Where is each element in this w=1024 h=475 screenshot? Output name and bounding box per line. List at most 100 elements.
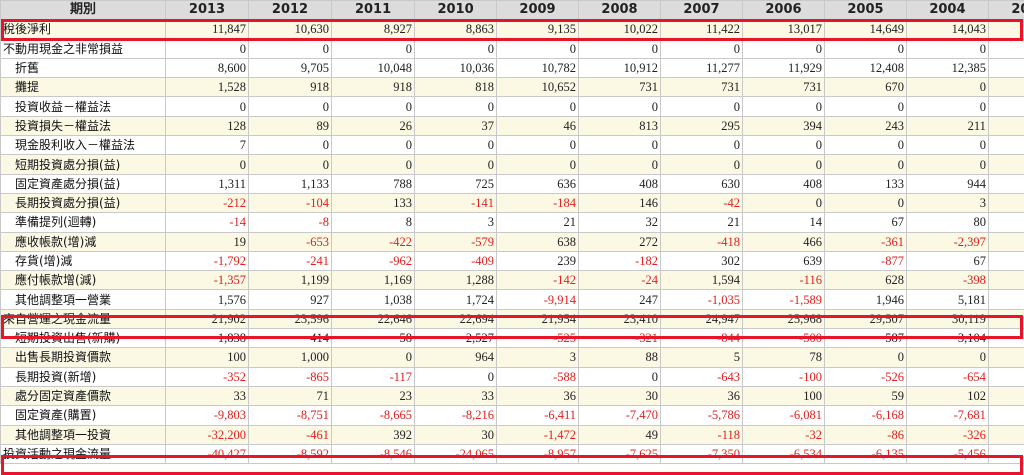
value-cell: -8,216 [414, 405, 498, 426]
value-cell: 128 [164, 115, 250, 137]
value-cell: 272 [578, 231, 661, 252]
value-cell: 0 [414, 38, 498, 59]
value-cell: 414 [248, 328, 333, 349]
value-cell: 7 [164, 135, 250, 156]
value-cell: -8,751 [248, 405, 333, 426]
value-cell: 731 [741, 77, 825, 98]
value-cell: 3 [496, 347, 580, 368]
table-row: 應付帳款增(減) -1,357 1,199 1,169 1,288 -142 -24 1,59… [0, 270, 1024, 291]
value-cell: 813 [578, 115, 661, 137]
value-cell: -14 [164, 212, 250, 233]
value-cell: 0 [248, 135, 333, 156]
row-label: 現金股利收入－權益法 [0, 135, 166, 156]
year-header: 2012 [248, 0, 333, 21]
row-label: 存貨(增)減 [0, 250, 166, 272]
value-cell: 0 [331, 154, 416, 175]
value-cell: -8,546 [331, 443, 416, 465]
value-cell: 23 [331, 385, 416, 407]
value-cell: -118 [660, 424, 743, 445]
value-cell: 36 [660, 385, 743, 407]
value-cell: 0 [905, 38, 989, 59]
value-cell: 3 [905, 192, 989, 214]
value-cell: 0 [331, 347, 416, 368]
value-cell: 0 [741, 154, 825, 175]
value-cell: -212 [164, 192, 250, 214]
value-cell: 0 [578, 135, 661, 156]
value-cell: 394 [741, 115, 825, 137]
value-cell: -9,914 [496, 289, 580, 310]
value-cell: 11,422 [660, 19, 743, 40]
value-cell: 0 [823, 135, 907, 156]
value-cell: 0 [905, 154, 989, 175]
table-row: 短期投資出售(新購) 1,838 414 58 2,527 -525 -321 -844 -50… [0, 328, 1024, 349]
value-cell: 638 [496, 231, 580, 252]
table-row: 其他調整項一營業 1,576 927 1,038 1,724 -9,914 247 -1,03… [0, 289, 1024, 310]
value-cell: 10,782 [496, 57, 580, 79]
value-cell: 788 [331, 173, 416, 194]
value-cell: 146 [578, 192, 661, 214]
value-cell: 964 [414, 347, 498, 368]
value-cell: -579 [414, 231, 498, 252]
value-cell: 0 [823, 154, 907, 175]
table-row: 出售長期投資價款 100 1,000 0 964 3 88 5 78 0 0 [0, 347, 1024, 368]
value-cell: 0 [496, 154, 580, 175]
value-cell: 1,038 [331, 289, 416, 310]
row-label: 攤提 [0, 77, 166, 98]
value-cell: 10,652 [496, 77, 580, 98]
value-cell: 21 [496, 212, 580, 233]
table-row: 長期投資處分損(益) -212 -104 133 -141 -184 146 -42 0 0 3 [0, 192, 1024, 214]
value-cell: 89 [248, 115, 333, 137]
value-cell: -7,350 [660, 443, 743, 465]
table-row: 現金股利收入－權益法 7 0 0 0 0 0 0 0 0 0 [0, 135, 1024, 156]
value-cell: 21,954 [496, 308, 580, 330]
value-cell: 30 [578, 385, 661, 407]
value-cell: 0 [741, 192, 825, 214]
table-row: 處分固定資產價款 33 71 23 33 36 30 36 100 59 102 [0, 385, 1024, 407]
table-row: 長期投資(新增) -352 -865 -117 0 -588 0 -643 -100 -526 -6… [0, 366, 1024, 387]
value-cell: 0 [741, 38, 825, 59]
value-cell: 88 [578, 347, 661, 368]
value-cell: -525 [496, 328, 580, 349]
value-cell: 628 [823, 270, 907, 291]
value-cell: -588 [496, 366, 580, 387]
value-cell: 1,576 [164, 289, 250, 310]
value-cell: -500 [741, 328, 825, 349]
value-cell: 80 [905, 212, 989, 233]
value-cell: 466 [741, 231, 825, 252]
year-header: 2008 [578, 0, 661, 21]
value-cell: 1,946 [823, 289, 907, 310]
value-cell: 3 [414, 212, 498, 233]
value-cell: -184 [496, 192, 580, 214]
value-cell: 0 [414, 96, 498, 117]
value-cell: 1,133 [248, 173, 333, 194]
value-cell: 49 [578, 424, 661, 445]
table-row: 固定資產(購置) -9,803 -8,751 -8,665 -8,216 -6,411 -7… [0, 405, 1024, 426]
value-cell: 8 [331, 212, 416, 233]
value-cell: 630 [660, 173, 743, 194]
row-label: 固定資產處分損(益) [0, 173, 166, 194]
value-cell: 32 [578, 212, 661, 233]
value-cell: -5,786 [660, 405, 743, 426]
value-cell: -7,681 [905, 405, 989, 426]
row-label: 短期投資出售(新購) [0, 328, 166, 349]
value-cell: 731 [660, 77, 743, 98]
value-cell: -8,665 [331, 405, 416, 426]
table-row: 投資活動之現金流量 -40,427 -8,592 -8,546 -24,065 -8,95… [0, 443, 1024, 465]
value-cell [987, 135, 1024, 156]
row-label: 其他調整項一營業 [0, 289, 166, 310]
value-cell: -24 [578, 270, 661, 291]
value-cell: 1,528 [164, 77, 250, 98]
row-label: 投資活動之現金流量 [0, 443, 166, 465]
value-cell [987, 173, 1024, 194]
value-cell: -326 [905, 424, 989, 445]
value-cell [987, 366, 1024, 387]
value-cell: 0 [905, 347, 989, 368]
value-cell: -6,0 [987, 405, 1024, 426]
row-label: 固定資產(購置) [0, 405, 166, 426]
value-cell: 9,135 [496, 19, 580, 40]
value-cell: -1,472 [496, 424, 580, 445]
value-cell: 102 [905, 385, 989, 407]
value-cell: 1,000 [248, 347, 333, 368]
value-cell: -241 [248, 250, 333, 272]
value-cell: -1,035 [660, 289, 743, 310]
